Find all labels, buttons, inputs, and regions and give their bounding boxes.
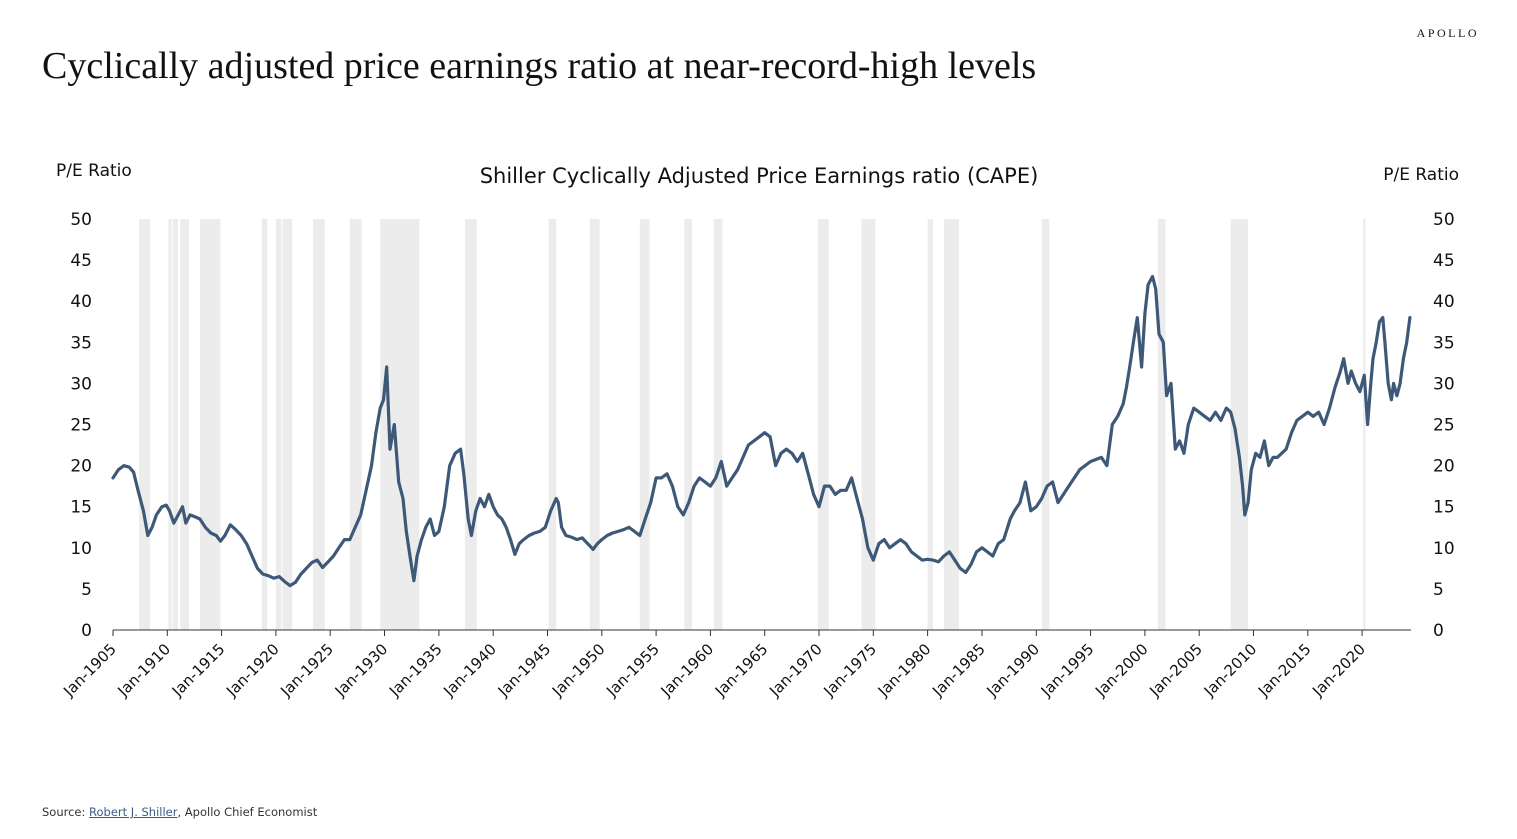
- y-tick-label-left: 0: [81, 621, 92, 641]
- x-tick-label: Jan-1910: [114, 640, 175, 701]
- y-tick-label-right: 40: [1433, 292, 1455, 312]
- x-tick-label: Jan-1925: [276, 640, 337, 701]
- x-axis-ticks: Jan-1905Jan-1910Jan-1915Jan-1920Jan-1925…: [59, 630, 1369, 701]
- x-tick-label: Jan-1960: [657, 640, 718, 701]
- y-tick-label-left: 5: [81, 580, 92, 600]
- recession-band: [927, 219, 933, 630]
- recession-band: [199, 219, 221, 630]
- recession-band: [172, 219, 179, 630]
- y-tick-label-right: 45: [1433, 251, 1455, 271]
- y-tick-label-left: 50: [70, 210, 92, 230]
- x-tick-label: Jan-1985: [928, 640, 989, 701]
- x-tick-label: Jan-1955: [602, 640, 663, 701]
- x-tick-label: Jan-1975: [820, 640, 881, 701]
- y-tick-label-left: 15: [70, 498, 92, 518]
- y-tick-label-left: 35: [70, 333, 92, 353]
- left-axis-title: P/E Ratio: [56, 161, 132, 181]
- y-tick-label-right: 15: [1433, 498, 1455, 518]
- x-tick-label: Jan-1995: [1037, 640, 1098, 701]
- cape-series-line: [111, 274, 1412, 588]
- y-tick-label-right: 50: [1433, 210, 1455, 230]
- x-tick-label: Jan-2010: [1200, 640, 1261, 701]
- recession-band: [589, 219, 600, 630]
- y-tick-label-right: 25: [1433, 416, 1455, 436]
- x-tick-label: Jan-2005: [1145, 640, 1206, 701]
- recession-band: [548, 219, 557, 630]
- y-tick-label-left: 40: [70, 292, 92, 312]
- recession-band: [1230, 219, 1249, 630]
- x-tick-label: Jan-1930: [331, 640, 392, 701]
- page-title: Cyclically adjusted price earnings ratio…: [42, 45, 1037, 87]
- x-tick-label: Jan-1950: [548, 640, 609, 701]
- recession-band: [861, 219, 876, 630]
- y-tick-label-left: 10: [70, 539, 92, 559]
- x-tick-label: Jan-1940: [439, 640, 500, 701]
- recession-band: [139, 219, 150, 630]
- y-tick-label-right: 0: [1433, 621, 1444, 641]
- recession-band: [943, 219, 960, 630]
- brand-logo: APOLLO: [1416, 26, 1479, 40]
- x-tick-label: Jan-1945: [494, 640, 555, 701]
- recession-band: [713, 219, 723, 630]
- chart-title: Shiller Cyclically Adjusted Price Earnin…: [480, 164, 1039, 188]
- recession-band: [1363, 219, 1366, 630]
- y-tick-label-left: 25: [70, 416, 92, 436]
- x-tick-label: Jan-2020: [1308, 640, 1369, 701]
- recession-band: [349, 219, 362, 630]
- recession-band: [168, 219, 172, 630]
- recession-band: [312, 219, 325, 630]
- x-tick-label: Jan-1915: [168, 640, 229, 701]
- y-tick-label-left: 20: [70, 457, 92, 477]
- recession-band: [261, 219, 268, 630]
- x-tick-label: Jan-2015: [1254, 640, 1315, 701]
- x-tick-label: Jan-1965: [711, 640, 772, 701]
- cape-chart: P/E Ratio Shiller Cyclically Adjusted Pr…: [56, 161, 1459, 701]
- x-tick-label: Jan-1905: [59, 640, 120, 701]
- recession-band: [1041, 219, 1050, 630]
- x-tick-label: Jan-1970: [765, 640, 826, 701]
- x-tick-label: Jan-1990: [983, 640, 1044, 701]
- recession-bands: [139, 219, 1366, 630]
- recession-band: [684, 219, 692, 630]
- recession-band: [380, 219, 420, 630]
- recession-band: [1157, 219, 1166, 630]
- source-suffix: , Apollo Chief Economist: [177, 805, 318, 819]
- recession-band: [282, 219, 293, 630]
- source-prefix: Source:: [42, 805, 90, 819]
- recession-band: [639, 219, 650, 630]
- recession-band: [180, 219, 189, 630]
- right-axis-title: P/E Ratio: [1383, 165, 1459, 185]
- y-tick-label-right: 5: [1433, 580, 1444, 600]
- recession-band: [464, 219, 477, 630]
- y-tick-label-right: 10: [1433, 539, 1455, 559]
- recession-band: [275, 219, 282, 630]
- y-tick-label-right: 35: [1433, 333, 1455, 353]
- source-link[interactable]: Robert J. Shiller: [89, 805, 178, 819]
- y-tick-label-left: 30: [70, 374, 92, 394]
- y-tick-label-right: 30: [1433, 374, 1455, 394]
- source-note: Source: Robert J. Shiller, Apollo Chief …: [42, 805, 317, 819]
- y-tick-label-right: 20: [1433, 457, 1455, 477]
- x-tick-label: Jan-1920: [222, 640, 283, 701]
- y-axis-ticks: 0 0 5 5 10 10 15 15 20 20 25 25 30 30 35 35 40 40 45 45 50 50: [70, 210, 1454, 641]
- y-tick-label-left: 45: [70, 251, 92, 271]
- x-tick-label: Jan-2000: [1091, 640, 1152, 701]
- x-tick-label: Jan-1935: [385, 640, 446, 701]
- x-tick-label: Jan-1980: [874, 640, 935, 701]
- recession-band: [817, 219, 829, 630]
